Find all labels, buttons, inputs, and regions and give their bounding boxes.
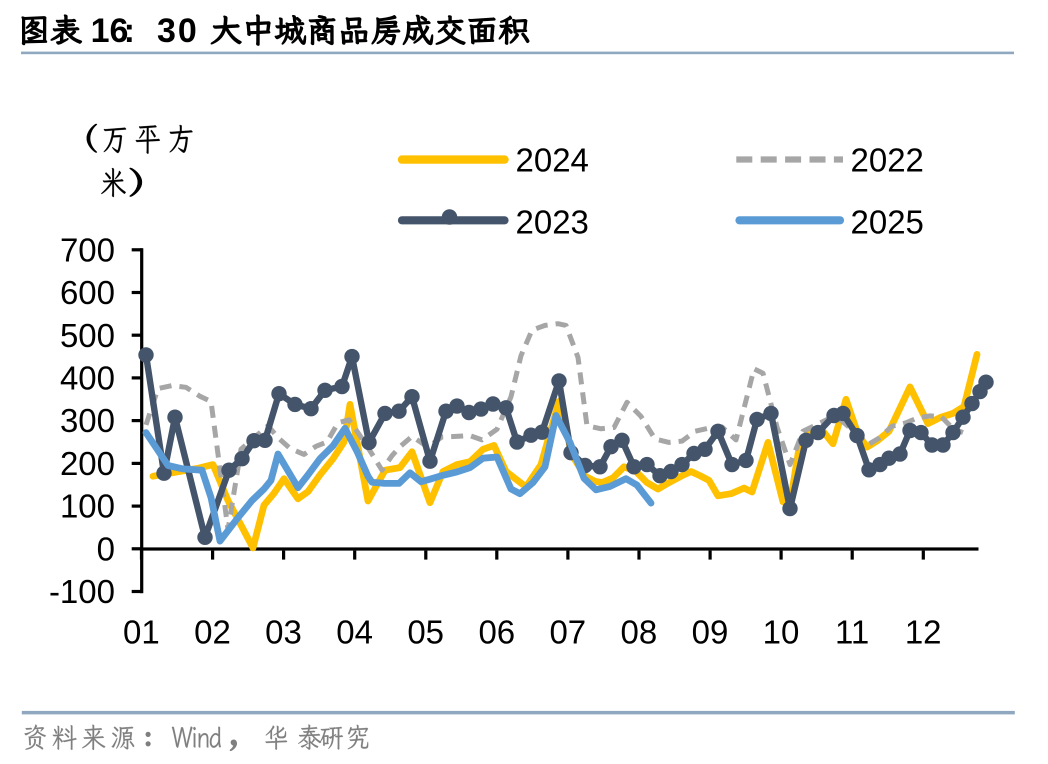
svg-text:09: 09 [692,614,729,651]
svg-text:05: 05 [407,614,444,651]
svg-text:500: 500 [60,317,115,354]
svg-text::: : [124,12,135,50]
svg-text:-100: -100 [49,573,115,610]
svg-text:08: 08 [621,614,658,651]
svg-text:2025: 2025 [851,204,924,241]
svg-text:700: 700 [60,231,115,268]
svg-text:300: 300 [60,402,115,439]
svg-text:11: 11 [835,614,869,651]
svg-text:04: 04 [336,614,373,651]
svg-text:10: 10 [763,614,800,651]
svg-text:07: 07 [549,614,586,651]
svg-text:200: 200 [60,445,115,482]
svg-text:600: 600 [60,274,115,311]
svg-text:06: 06 [478,614,515,651]
svg-text:2022: 2022 [851,142,924,179]
svg-text:02: 02 [194,614,231,651]
svg-text:30: 30 [157,12,199,50]
svg-text:2024: 2024 [516,142,589,179]
svg-text:400: 400 [60,360,115,397]
svg-text:0: 0 [97,530,115,567]
svg-text:03: 03 [265,614,302,651]
svg-text:01: 01 [123,614,160,651]
svg-text:16: 16 [91,12,129,50]
svg-text:12: 12 [905,614,942,651]
svg-text:2023: 2023 [516,204,589,241]
svg-text:100: 100 [60,488,115,525]
